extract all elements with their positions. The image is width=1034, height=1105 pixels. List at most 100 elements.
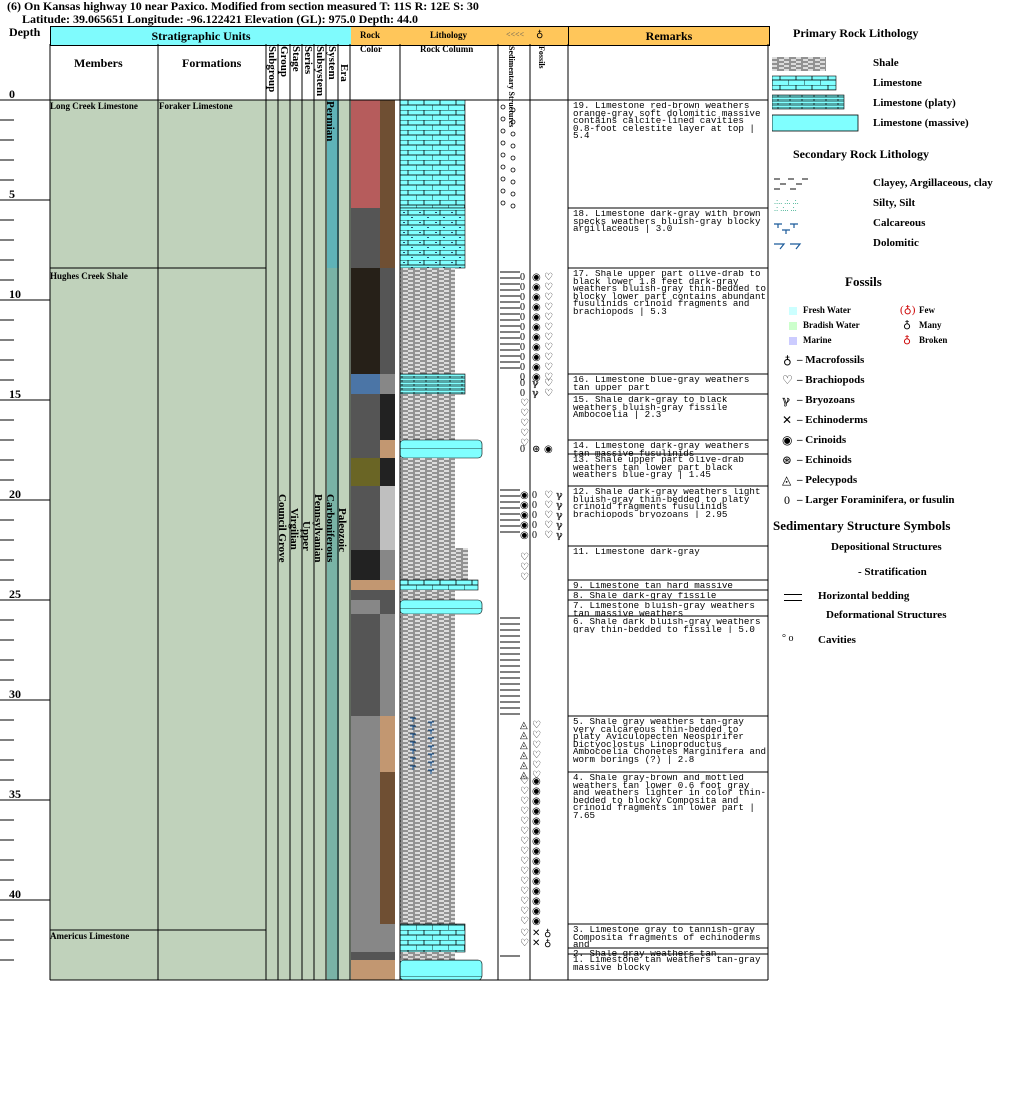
fossil-marker: ◉: [532, 776, 541, 787]
fresh-water-swatch: [789, 307, 797, 315]
calcareous-marker: [410, 725, 434, 734]
fossil-marker: ♡: [544, 342, 553, 353]
fossil-marker: 0: [520, 312, 525, 323]
rock-color-band: [380, 924, 395, 952]
fossil-marker: ◬: [520, 720, 528, 731]
fossil-marker: ◉: [532, 352, 541, 363]
rock-header-band: [351, 26, 568, 46]
fossil-marker: ♡: [520, 786, 529, 797]
fossil-marker: ◬: [520, 730, 528, 741]
echinoderm-icon: ✕: [782, 413, 793, 427]
unit-column-fill: [279, 100, 291, 980]
calcareous-marker: [410, 733, 434, 742]
remark-entry: 2. Shale gray weathers tan: [573, 950, 717, 958]
calcareous-marker: [410, 749, 434, 758]
fossil-marker: ◉: [532, 856, 541, 867]
member-label: Hughes Creek Shale: [50, 271, 128, 281]
fossil-marker: ✕: [532, 938, 540, 949]
fossil-marker: ♡: [520, 826, 529, 837]
fossil-marker: ♁: [544, 928, 551, 939]
remark-entry: 12. Shale dark-gray weathers light bluis…: [573, 488, 766, 519]
fossil-marker: ℽ: [556, 500, 563, 511]
fossil-marker: ℽ: [532, 378, 539, 389]
legend-bryozoans: – Bryozoans: [797, 394, 855, 406]
lithology-bed: [400, 394, 455, 440]
fossil-marker: ℽ: [556, 520, 563, 531]
rock-color-band: [351, 100, 380, 208]
fossil-marker: ◬: [520, 760, 528, 771]
cavities-icon: ° o: [782, 633, 794, 644]
lithology-bed: [400, 458, 455, 486]
cavity: [500, 104, 506, 110]
legend-echinoids: – Echinoids: [797, 454, 852, 466]
fossil-marker: ◬: [520, 740, 528, 751]
rock-column-header: Rock Column: [420, 44, 474, 54]
fossil-marker: ◉: [532, 876, 541, 887]
remark-entry: 11. Limestone dark-gray: [573, 548, 700, 556]
fossil-marker: ♡: [532, 770, 541, 781]
lithology-bed: [399, 599, 483, 615]
group-header: Group: [278, 46, 290, 77]
fossil-marker: ♡: [544, 312, 553, 323]
legend-echinoderms: – Echinoderms: [797, 414, 868, 426]
rock-color-band: [351, 394, 380, 440]
calcareous-marker: [410, 741, 434, 750]
calcareous-marker: [410, 717, 434, 726]
lithology-bed: [400, 716, 455, 772]
lithology-bed: [399, 439, 483, 459]
remark-entry: 15. Shale dark-gray to black weathers bl…: [573, 396, 733, 419]
fossil-marker: ◉: [532, 342, 541, 353]
fossil-marker: ◉: [520, 520, 529, 531]
lithology-bed: [399, 923, 466, 953]
fossil-marker: ◉: [532, 292, 541, 303]
unit-column-fill: [303, 100, 315, 980]
rock-color-band: [380, 208, 395, 268]
fossil-marker: ◬: [520, 770, 528, 781]
crinoid-icon: ◉: [782, 433, 793, 447]
remark-entry: 17. Shale upper part olive-drab to black…: [573, 270, 766, 316]
fossil-marker: ◉: [520, 500, 529, 511]
fossil-marker: ◉: [532, 846, 541, 857]
strat-units-header: Stratigraphic Units: [50, 26, 352, 46]
fossil-marker: ♡: [520, 916, 529, 927]
fossil-marker: ♡: [544, 282, 553, 293]
remark-entry: 6. Shale dark bluish-gray weathers gray …: [573, 618, 766, 634]
rock-color-band: [351, 614, 380, 716]
rock-color-band: [380, 374, 395, 394]
svg-text:.: .:.. .:.: .: .:.. .:.: [774, 204, 797, 213]
lithology-bed: [400, 548, 468, 580]
cavity: [510, 203, 516, 209]
lithology-bed: [399, 373, 466, 395]
fossil-marker: ℽ: [556, 490, 563, 501]
cavity: [500, 164, 506, 170]
unit-column-fill: [327, 100, 339, 980]
lithology-bed: [399, 579, 479, 591]
fossil-marker: ♡: [520, 906, 529, 917]
legend-secondary-title: Secondary Rock Lithology: [793, 147, 930, 161]
svg-text:.:.. .:. .:.: .:.. .:. .:.: [774, 197, 799, 206]
brackish-water-swatch: [789, 322, 797, 330]
formations-header: Formations: [182, 56, 242, 70]
rock-color-band: [351, 772, 380, 924]
unit-column-fill: [339, 100, 351, 980]
fossil-marker: 0: [520, 342, 525, 353]
stage-header: Stage: [290, 46, 302, 72]
fossil-marker: ♡: [544, 362, 553, 373]
brachiopod-icon: ♡: [782, 373, 793, 387]
legend-foraminifera: – Larger Foraminifera, or fusulin: [797, 494, 955, 506]
fossil-marker: ♡: [544, 530, 553, 541]
fossil-marker: 0: [520, 332, 525, 343]
rock-color-band: [380, 716, 395, 772]
fossil-marker: ◉: [532, 786, 541, 797]
fossil-marker: ◉: [532, 826, 541, 837]
fossil-marker: ♡: [520, 428, 529, 439]
rock-color-header-2: Color: [360, 44, 382, 54]
depth-label: 0: [9, 87, 15, 101]
fossil-marker: 0: [520, 444, 525, 455]
legend-secondary-swatches: .:.. .:. .:..: .:.. .:.: [774, 178, 808, 250]
legend-many: Many: [919, 320, 942, 330]
depth-label: 10: [9, 287, 21, 301]
fossil-marker: 0: [520, 362, 525, 373]
rock-color-band: [380, 394, 395, 440]
rock-color-band: [351, 600, 380, 614]
